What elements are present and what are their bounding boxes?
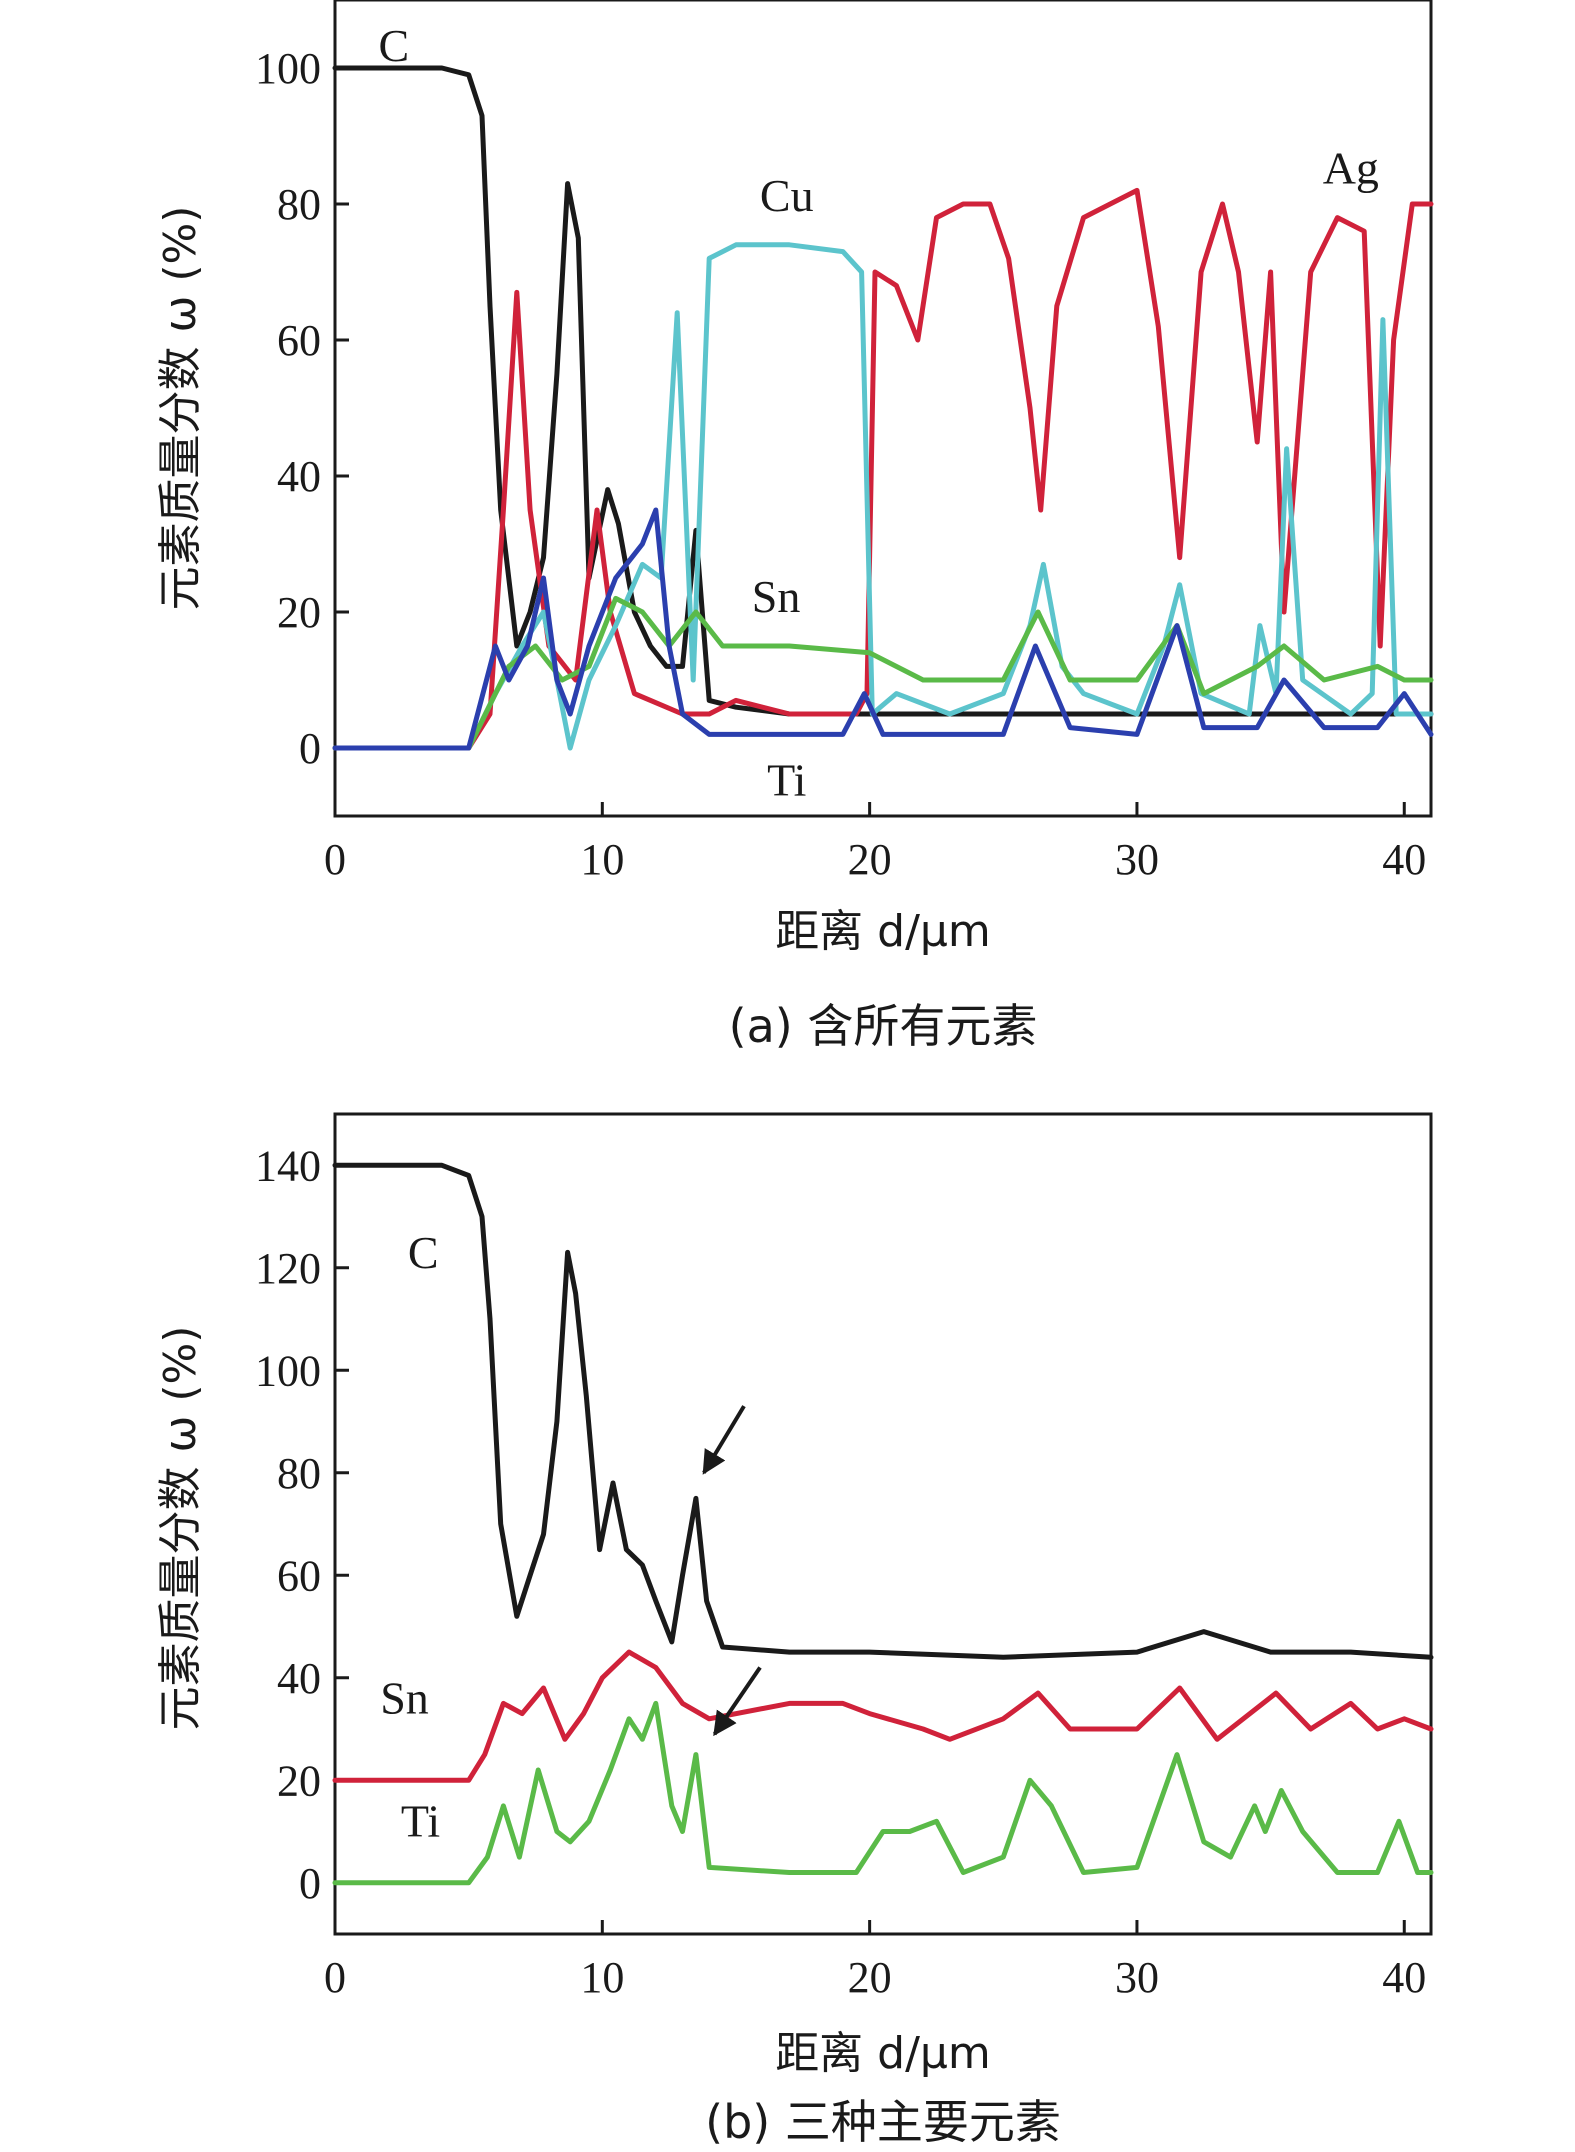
chart-b-y-tick-label: 0	[299, 1859, 321, 1908]
chart-a-y-tick-label: 80	[277, 180, 321, 229]
chart-b-frame	[333, 1112, 1433, 1936]
chart-a-y-tick-label: 20	[277, 588, 321, 637]
chart-b-x-axis-title: 距离 d/μm	[775, 2028, 991, 2079]
chart-a-label-ti: Ti	[767, 755, 806, 806]
chart-a-label-c: C	[378, 20, 409, 71]
chart-b-y-tick-label: 40	[277, 1654, 321, 1703]
chart-a-y-ticks: 0 20 40 60 80 100	[255, 44, 349, 773]
chart-a-y-axis-title: 元素质量分数 ω (%)	[155, 206, 206, 611]
chart-a-x-tick-label: 20	[848, 835, 892, 884]
chart-b-x-tick-label: 10	[580, 1953, 624, 2002]
chart-a-series-labels: C Cu Ag Sn Ti	[378, 20, 1378, 805]
chart-a-series-cu	[332, 242, 1434, 751]
chart-a-series	[332, 65, 1434, 751]
chart-b-label-ti: Ti	[401, 1796, 440, 1847]
chart-b-y-tick-label: 60	[277, 1551, 321, 1600]
chart-a-series-ag	[332, 187, 1434, 751]
chart-a-label-ag: Ag	[1323, 143, 1379, 194]
chart-b-y-tick-label: 80	[277, 1449, 321, 1498]
chart-a-x-tick-label: 10	[580, 835, 624, 884]
chart-b-arrow	[712, 1666, 762, 1737]
chart-a-label-cu: Cu	[760, 170, 814, 221]
chart-a-x-tick-label: 40	[1382, 835, 1426, 884]
chart-b-x-tick-label: 0	[324, 1953, 346, 2002]
chart-a-x-axis-title: 距离 d/μm	[775, 906, 991, 957]
chart-a-label-sn: Sn	[752, 571, 801, 622]
chart-b-series-labels: C Sn Ti	[380, 1227, 440, 1847]
chart-b-y-tick-label: 140	[255, 1141, 321, 1190]
chart-a: 0 20 40 60 80 100 0 10 20 30 40 C Cu Ag Sn Ti 元素质量分数 …	[155, 0, 1434, 1053]
chart-a-x-tick-label: 0	[324, 835, 346, 884]
chart-a-frame	[333, 0, 1433, 818]
chart-a-series-c	[332, 65, 1434, 717]
chart-b-y-tick-label: 120	[255, 1244, 321, 1293]
chart-a-x-ticks: 0 10 20 30 40	[324, 802, 1426, 884]
chart-a-series-ti	[332, 507, 1434, 751]
chart-b-label-c: C	[408, 1227, 439, 1278]
chart-a-y-tick-label: 60	[277, 316, 321, 365]
chart-b-x-ticks: 0 10 20 30 40	[324, 1920, 1426, 2002]
chart-b-caption: (b) 三种主要元素	[705, 2095, 1061, 2149]
chart-a-series-sn	[332, 595, 1434, 751]
chart-b-y-axis-title: 元素质量分数 ω (%)	[155, 1326, 206, 1731]
chart-b-series-ti	[332, 1700, 1434, 1886]
chart-b-y-tick-label: 20	[277, 1756, 321, 1805]
chart-b: 0 20 40 60 80 100 120 140 0 10 20 30 40 C Sn Ti 元素质量分…	[155, 1112, 1434, 2149]
chart-a-y-tick-label: 100	[255, 44, 321, 93]
chart-b-x-tick-label: 20	[848, 1953, 892, 2002]
chart-b-series-sn	[332, 1649, 1434, 1783]
chart-a-y-tick-label: 40	[277, 452, 321, 501]
chart-b-x-tick-label: 40	[1382, 1953, 1426, 2002]
chart-b-label-sn: Sn	[380, 1673, 429, 1724]
chart-a-y-tick-label: 0	[299, 724, 321, 773]
chart-b-arrow	[702, 1405, 746, 1475]
chart-b-y-tick-label: 100	[255, 1346, 321, 1395]
chart-b-x-tick-label: 30	[1115, 1953, 1159, 2002]
chart-b-y-ticks: 0 20 40 60 80 100 120 140	[255, 1141, 349, 1908]
chart-a-caption: (a) 含所有元素	[729, 999, 1038, 1053]
chart-b-arrows	[702, 1405, 762, 1737]
chart-b-series-c	[332, 1162, 1434, 1660]
chart-b-series	[332, 1162, 1434, 1886]
chart-a-x-tick-label: 30	[1115, 835, 1159, 884]
